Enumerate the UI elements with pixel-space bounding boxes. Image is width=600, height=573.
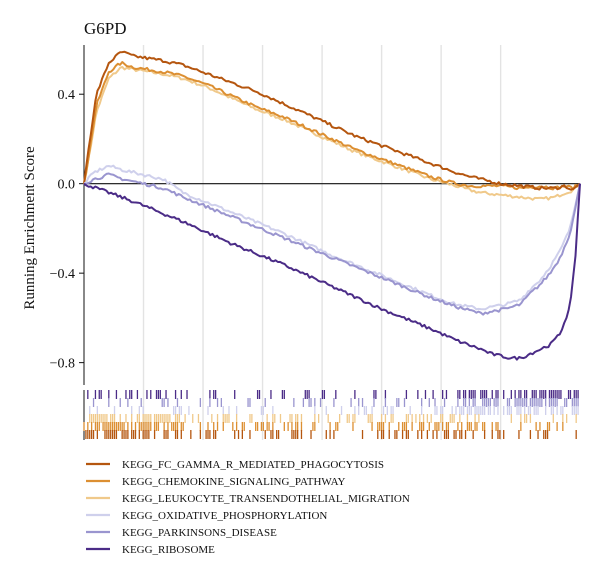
y-tick-label: 0.0 bbox=[58, 178, 76, 193]
gene-hit-rugs bbox=[83, 390, 579, 439]
y-tick-label: −0.8 bbox=[50, 357, 75, 372]
series-line bbox=[83, 61, 581, 191]
vertical-gridlines bbox=[142, 45, 502, 440]
legend-label: KEGG_LEUKOCYTE_TRANSENDOTHELIAL_MIGRATIO… bbox=[122, 493, 410, 505]
y-tick-label: −0.4 bbox=[50, 267, 75, 282]
y-tick-label: 0.4 bbox=[58, 88, 76, 103]
legend: KEGG_FC_GAMMA_R_MEDIATED_PHAGOCYTOSIS KEG… bbox=[86, 459, 410, 556]
legend-label: KEGG_OXIDATIVE_PHOSPHORYLATION bbox=[122, 510, 327, 522]
legend-label: KEGG_FC_GAMMA_R_MEDIATED_PHAGOCYTOSIS bbox=[122, 459, 384, 471]
legend-label: KEGG_RIBOSOME bbox=[122, 544, 215, 556]
series-line bbox=[83, 164, 581, 311]
legend-label: KEGG_CHEMOKINE_SIGNALING_PATHWAY bbox=[122, 476, 346, 488]
series-line bbox=[83, 66, 581, 201]
enrichment-lines bbox=[83, 50, 581, 361]
y-axis-label: Running Enrichment Score bbox=[22, 146, 38, 310]
chart-title: G6PD bbox=[84, 19, 127, 38]
series-line bbox=[83, 182, 581, 361]
series-line bbox=[83, 50, 581, 191]
series-line bbox=[83, 172, 581, 316]
legend-label: KEGG_PARKINSONS_DISEASE bbox=[122, 527, 277, 539]
